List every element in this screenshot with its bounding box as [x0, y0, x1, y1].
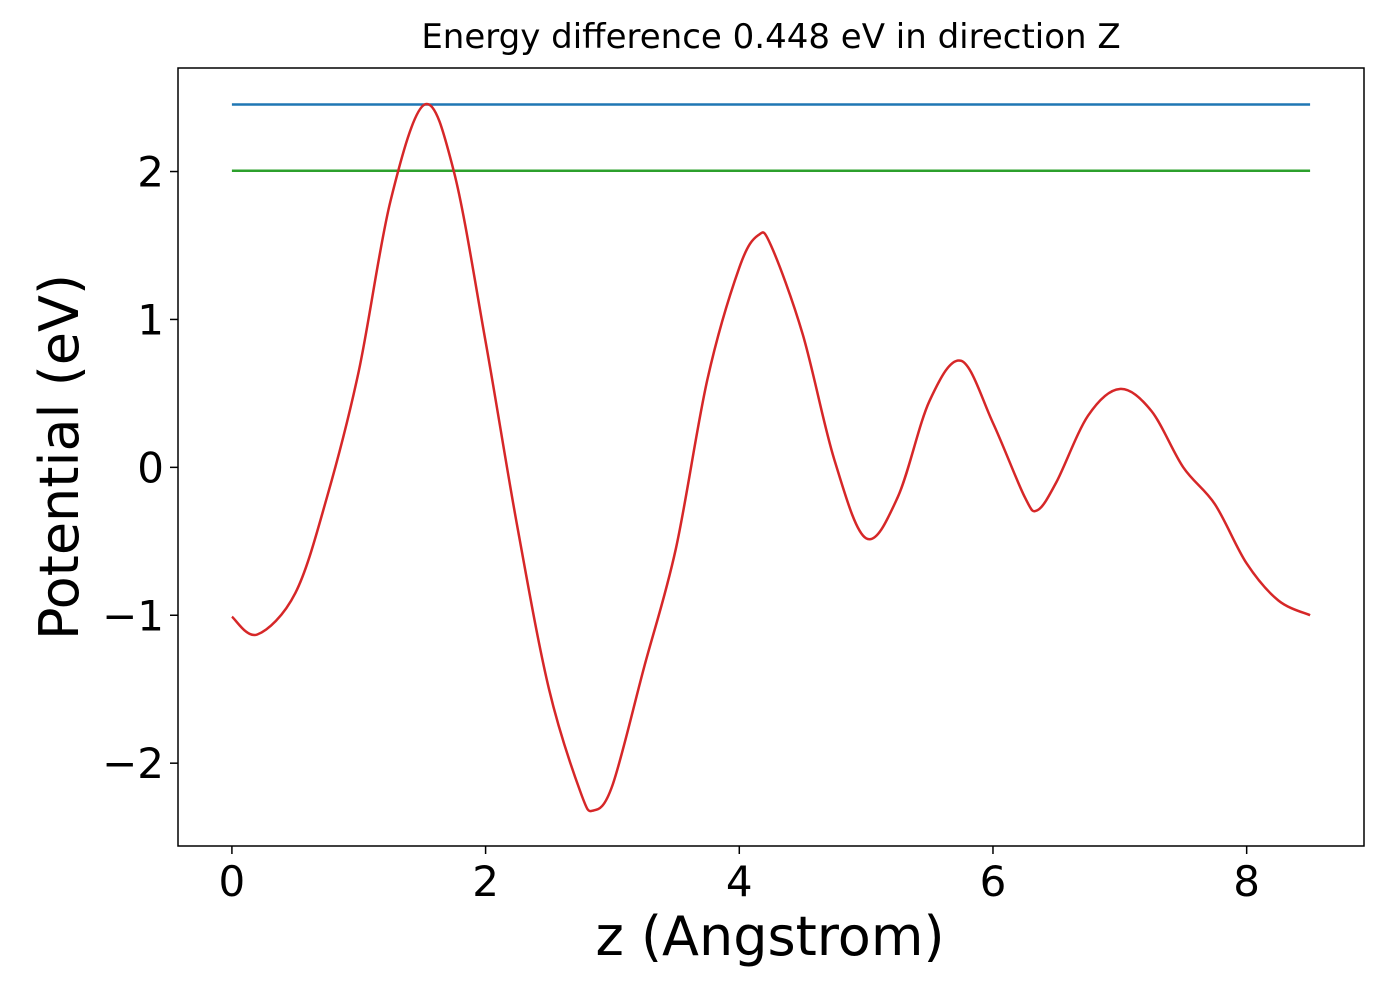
x-axis-label: z (Angstrom): [595, 905, 944, 968]
y-tick-label: −2: [102, 739, 164, 788]
x-tick-label: 0: [219, 857, 246, 906]
chart-title: Energy difference 0.448 eV in direction …: [421, 17, 1120, 57]
line-series: [231, 102, 1311, 813]
x-tick-label: 8: [1233, 857, 1260, 906]
x-tick-label: 2: [472, 857, 499, 906]
y-tick-label: 2: [137, 148, 164, 197]
y-axis-label: Potential (eV): [28, 274, 91, 640]
x-tick-label: 4: [726, 857, 753, 906]
y-tick-label: 1: [137, 295, 164, 344]
plot-frame: [177, 67, 1365, 847]
y-tick-label: −1: [102, 591, 164, 640]
x-tick-label: 6: [980, 857, 1007, 906]
y-tick-label: 0: [137, 443, 164, 492]
